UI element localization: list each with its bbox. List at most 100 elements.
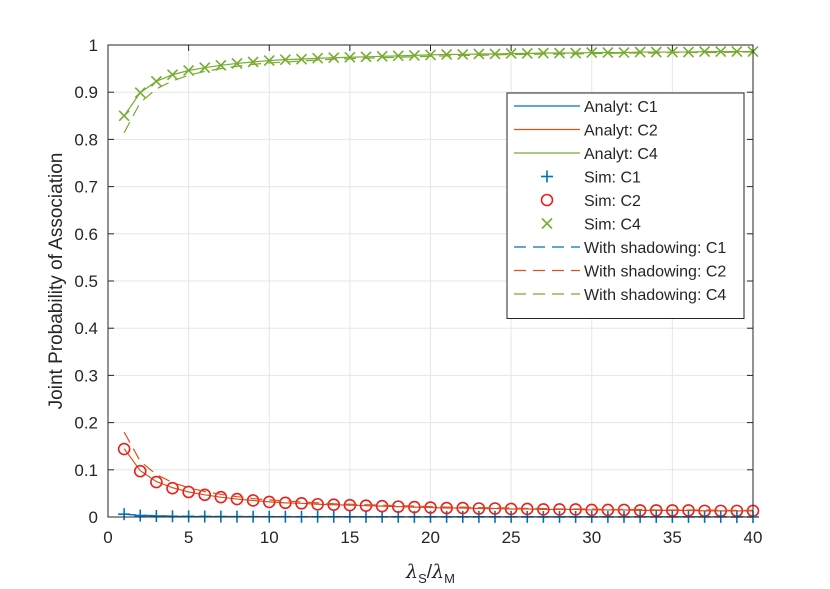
point-sim-c2 (408, 500, 421, 514)
legend-swatch (540, 193, 554, 207)
x-diag-2 (570, 47, 582, 59)
legend-label: Analyt: C2 (584, 123, 658, 140)
x-diag-2 (618, 46, 630, 59)
point-sim-c2 (150, 475, 163, 489)
point-sim-c2 (359, 499, 373, 512)
legend-label: Analyt: C4 (584, 146, 658, 163)
x-diag-2 (731, 46, 743, 58)
x-diag-2 (424, 49, 437, 61)
legend: Analyt: C1 Analyt: C2 Analyt: C4 Sim: C1 Sim… (506, 92, 745, 319)
x-label-lambda-1: λ (405, 561, 418, 583)
x-tick-label: 15 (340, 528, 359, 547)
x-label-sub-1: S (418, 571, 427, 586)
x-diag-2 (312, 52, 324, 64)
x-diag-2 (344, 51, 356, 63)
point-sim-c2 (117, 442, 131, 456)
point-sim-c4 (457, 48, 469, 61)
legend-label: Sim: C1 (584, 170, 641, 187)
x-tick-label: 40 (744, 528, 763, 547)
point-sim-c2 (182, 485, 195, 499)
x-label-slash: / (427, 562, 433, 583)
y-tick-label: 0.9 (74, 83, 98, 102)
point-sim-c4 (473, 48, 485, 60)
legend-label: Analyt: C1 (584, 99, 658, 116)
point-sim-c4 (618, 46, 630, 59)
legend-entry: Analyt: C2 (514, 123, 658, 140)
point-sim-c4 (408, 49, 420, 61)
x-tick-label: 10 (260, 528, 279, 547)
point-sim-c2 (537, 503, 550, 516)
point-sim-c2 (230, 492, 244, 506)
x-diag-2 (537, 47, 549, 59)
point-sim-c2 (585, 503, 599, 517)
x-tick-label: 5 (184, 528, 193, 547)
point-sim-c4 (570, 47, 582, 59)
point-sim-c4 (634, 46, 646, 58)
y-axis-label: Joint Probability of Association (46, 153, 67, 410)
x-diag-2 (263, 55, 275, 67)
point-sim-c4 (199, 62, 211, 74)
point-sim-c4 (183, 64, 195, 77)
axes: 0 5 10 15 20 25 30 35 40 0 0.1 0.2 0.3 0.4 0.5 0.6 0.7 0.… (74, 36, 762, 547)
x-tick-label: 25 (502, 528, 521, 547)
point-sim-c4 (602, 46, 614, 59)
y-tick-label: 0.3 (74, 366, 98, 385)
point-sim-c2 (311, 497, 324, 511)
point-sim-c2 (262, 495, 276, 509)
x-diag-2 (328, 52, 340, 64)
y-tick-label: 0.4 (74, 319, 98, 338)
series-analyt-c2 (123, 448, 753, 512)
legend-label: Sim: C2 (584, 193, 641, 210)
legend-entry: With shadowing: C4 (514, 287, 726, 304)
point-sim-c2 (133, 464, 147, 478)
y-tick-label: 0.8 (74, 130, 98, 149)
x-tick-label: 30 (582, 528, 601, 547)
legend-label: Sim: C4 (584, 217, 641, 234)
point-sim-c4 (392, 50, 404, 62)
point-sim-c4 (424, 49, 437, 61)
x-diag-2 (408, 49, 420, 61)
x-diag-2 (295, 53, 308, 65)
point-sim-c4 (134, 87, 146, 99)
legend-entry: Analyt: C1 (514, 99, 658, 116)
point-sim-c4 (553, 47, 566, 59)
x-diag-2 (541, 217, 553, 230)
y-tick-label: 0.5 (74, 272, 98, 291)
x-diag-2 (521, 47, 533, 60)
line-analyt-c4 (123, 51, 753, 117)
x-diag-2 (602, 46, 614, 59)
point-sim-c2 (198, 488, 212, 502)
series-analyt-c4 (123, 51, 753, 117)
x-diag-2 (586, 46, 598, 59)
legend-label: With shadowing: C2 (584, 264, 726, 281)
point-sim-c2 (295, 497, 308, 510)
x-diag-2 (279, 54, 291, 66)
point-sim-c2 (424, 501, 437, 514)
point-sim-c4 (118, 110, 130, 122)
x-diag-2 (699, 46, 711, 58)
x-diag-2 (489, 48, 501, 60)
point-sim-c2 (246, 494, 260, 507)
point-sim-c4 (521, 47, 533, 60)
legend-swatch (541, 170, 553, 183)
x-diag-2 (360, 51, 372, 63)
x-diag-2 (650, 46, 662, 58)
x-label-sub-2: M (444, 571, 455, 586)
x-diag-2 (505, 47, 517, 60)
x-diag-2 (715, 46, 727, 58)
point-sim-c4 (150, 75, 162, 87)
x-diag-2 (473, 48, 485, 60)
point-sim-c4 (537, 47, 549, 59)
legend-entry: Analyt: C4 (514, 146, 658, 163)
point-sim-c4 (312, 52, 324, 64)
x-diag-2 (376, 50, 388, 62)
x-tick-label: 0 (103, 528, 112, 547)
x-diag-2 (183, 64, 195, 77)
point-sim-c2 (375, 499, 389, 513)
y-tick-label: 0.1 (74, 461, 98, 480)
point-sim-c2 (456, 501, 470, 515)
x-diag-2 (150, 75, 162, 87)
point-sim-c2 (279, 496, 292, 510)
point-sim-c4 (586, 46, 598, 59)
